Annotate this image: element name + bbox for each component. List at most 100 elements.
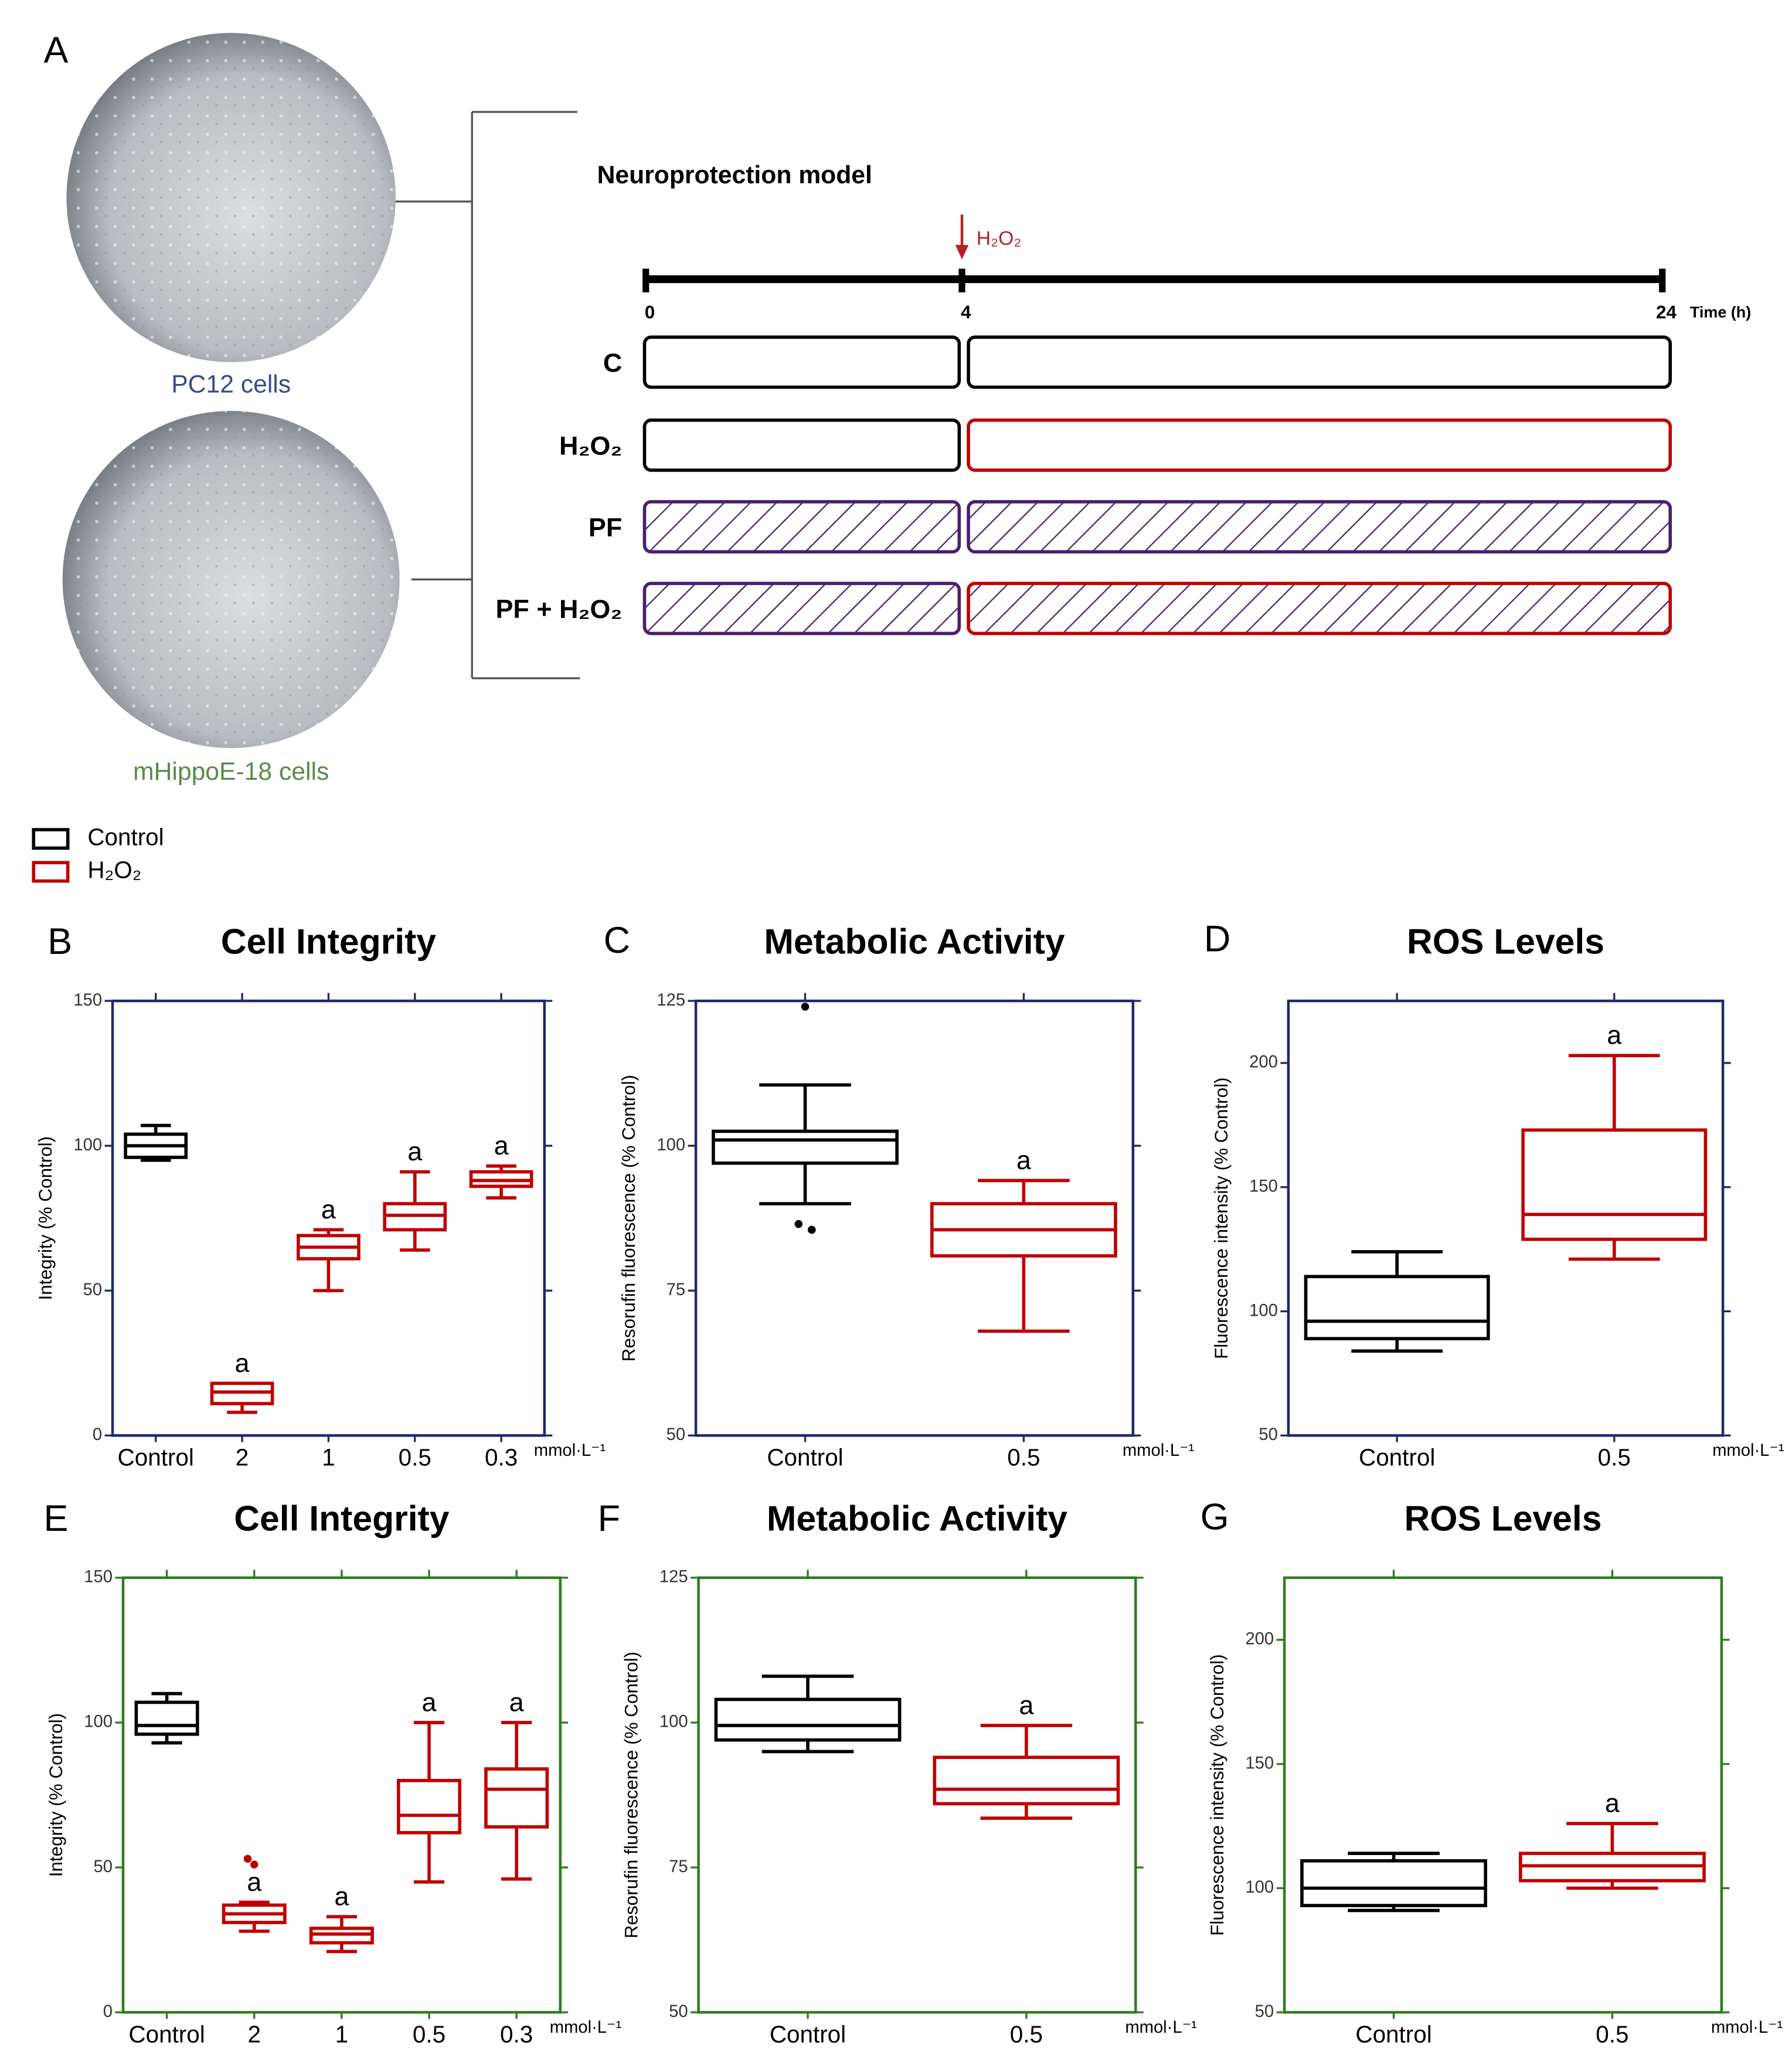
box-plot — [1519, 1822, 1706, 1890]
y-tick-label: 125 — [659, 1568, 688, 1587]
box-plot — [1521, 1054, 1708, 1261]
y-tick-label: 100 — [659, 1713, 688, 1731]
y-tick-label: 100 — [73, 1136, 102, 1154]
y-tick-label: 200 — [1249, 1053, 1278, 1072]
y-tick-label: 125 — [657, 991, 685, 1010]
y-axis-label: Fluorescence intensity (% Control) — [1207, 1654, 1227, 1935]
box-plot — [712, 1083, 899, 1205]
treatment-arrow-head — [955, 244, 969, 260]
significance-label: a — [334, 1881, 349, 1911]
y-tick-label: 200 — [1245, 1630, 1274, 1649]
significance-label: a — [422, 1687, 437, 1717]
panel-label: F — [598, 1498, 620, 1539]
x-tick-label: 0.5 — [1596, 2020, 1628, 2047]
box-plot — [930, 1178, 1117, 1333]
box-plot — [469, 1164, 533, 1200]
plot-frame — [1283, 1576, 1723, 2014]
chart-title: Cell Integrity — [234, 1498, 449, 1538]
y-tick-label: 100 — [1249, 1301, 1278, 1320]
y-tick-label: 0 — [103, 2002, 113, 2021]
legend-label: H₂O₂ — [87, 857, 141, 884]
y-tick-label: 100 — [84, 1713, 113, 1731]
box — [396, 1779, 462, 1835]
x-unit-label: mmol·L⁻¹ — [534, 1441, 606, 1460]
y-tick-label: 50 — [94, 1857, 113, 1876]
significance-label: a — [321, 1194, 336, 1224]
x-tick-label: 2 — [247, 2020, 260, 2047]
y-tick-label: 50 — [1259, 1425, 1277, 1444]
chart-title: Metabolic Activity — [767, 1498, 1067, 1538]
x-tick-label: 0.5 — [399, 1444, 431, 1470]
panel-label: A — [43, 29, 68, 70]
whisker-low — [1568, 1239, 1660, 1261]
row-label: PF + H₂O₂ — [495, 594, 622, 624]
whisker-low — [978, 1255, 1070, 1333]
significance-label: a — [235, 1348, 250, 1378]
box-plot — [222, 1900, 287, 1933]
x-tick-label: Control — [1355, 2020, 1431, 2047]
panel-label: D — [1204, 919, 1230, 960]
row-label: C — [603, 348, 622, 378]
x-tick-label: 0.3 — [485, 1444, 518, 1470]
whisker-high — [1566, 1822, 1658, 1854]
significance-label: a — [1605, 1788, 1620, 1818]
y-tick-label: 75 — [667, 1281, 685, 1299]
whisker-high — [399, 1170, 430, 1204]
x-tick-label: 2 — [236, 1444, 249, 1470]
whisker-high — [978, 1178, 1070, 1204]
x-unit-label: mmol·L⁻¹ — [1125, 2018, 1197, 2037]
cell-label: mHippoE-18 cells — [133, 758, 329, 786]
whisker-high — [1568, 1054, 1660, 1130]
treatment-bar — [967, 500, 1672, 553]
x-tick-label: 0.5 — [1007, 1444, 1040, 1470]
plot-frame — [694, 999, 1135, 1437]
box-plot — [1304, 1250, 1490, 1353]
significance-label: a — [1019, 1690, 1033, 1720]
x-unit-label: mmol·L⁻¹ — [1711, 2018, 1783, 2037]
x-tick-label: 0.3 — [500, 2020, 533, 2047]
whisker-low — [313, 1258, 344, 1293]
significance-label: a — [247, 1867, 261, 1897]
x-tick-label: 1 — [322, 1444, 335, 1470]
whisker-high — [326, 1915, 357, 1928]
box-plot — [309, 1915, 374, 1954]
x-tick-label: Control — [1359, 1444, 1435, 1470]
time-axis-label: Time (h) — [1690, 304, 1751, 321]
chart-title: Metabolic Activity — [764, 922, 1065, 962]
y-tick-label: 100 — [657, 1136, 685, 1154]
box-plot — [1300, 1852, 1487, 1913]
timeline-tick-label: 4 — [961, 302, 971, 322]
whisker-low — [501, 1826, 532, 1881]
panel-label: E — [43, 1498, 68, 1539]
panel-label: G — [1201, 1497, 1229, 1538]
box-plot — [933, 1724, 1120, 1820]
box-plot — [383, 1170, 447, 1252]
box — [712, 1129, 899, 1165]
chart-title: Cell Integrity — [221, 922, 436, 962]
cell-label: PC12 cells — [171, 370, 291, 398]
whisker-high — [759, 1083, 851, 1132]
x-tick-label: 1 — [335, 2020, 348, 2047]
x-tick-label: 0.5 — [1598, 1444, 1631, 1470]
row-label: H₂O₂ — [559, 431, 622, 461]
x-tick-label: Control — [767, 1444, 843, 1470]
y-tick-label: 150 — [1245, 1754, 1274, 1772]
y-axis-label: Integrity (% Control) — [35, 1136, 56, 1300]
box-plot — [124, 1123, 188, 1162]
treatment-arrow-label: H₂O₂ — [977, 228, 1022, 250]
treatment-bar — [967, 418, 1672, 472]
y-axis-label: Resorufin fluorescence (% Control) — [621, 1652, 642, 1938]
box — [1300, 1859, 1487, 1907]
whisker-high — [980, 1724, 1073, 1758]
significance-label: a — [509, 1687, 524, 1717]
box — [484, 1767, 549, 1829]
whisker-high — [413, 1721, 445, 1781]
box — [1304, 1275, 1490, 1340]
outlier — [243, 1855, 252, 1863]
chart-title: ROS Levels — [1407, 922, 1604, 962]
x-tick-label: Control — [770, 2020, 846, 2047]
box — [933, 1755, 1120, 1806]
y-axis-label: Integrity (% Control) — [46, 1713, 66, 1877]
y-tick-label: 150 — [73, 991, 102, 1010]
